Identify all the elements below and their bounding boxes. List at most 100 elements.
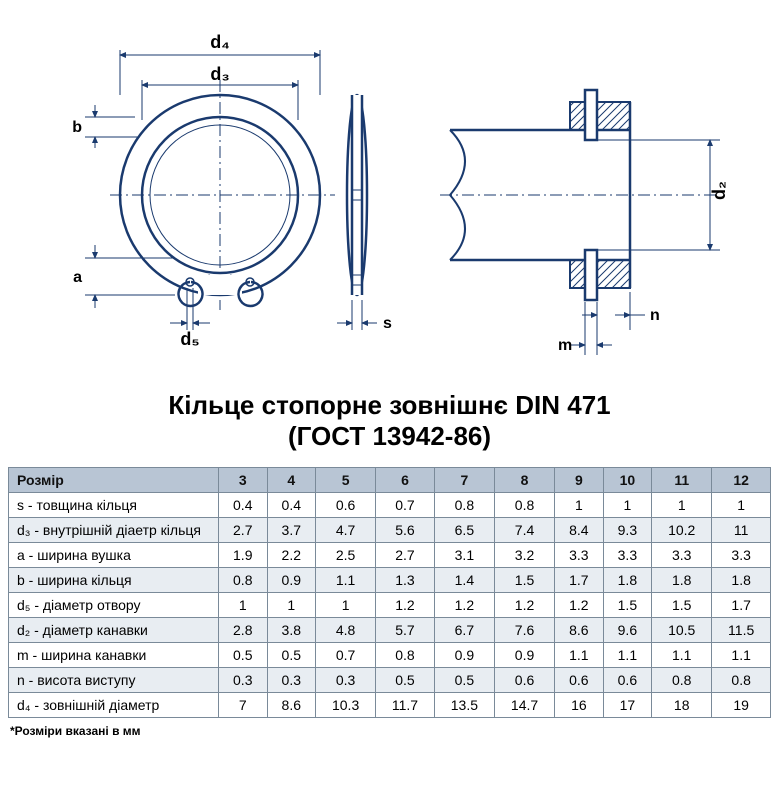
table-row-label: n - висота виступу bbox=[9, 668, 219, 693]
table-cell: 2.7 bbox=[219, 518, 268, 543]
table-cell: 0.8 bbox=[434, 493, 494, 518]
table-row: a - ширина вушка1.92.22.52.73.13.23.33.3… bbox=[9, 543, 771, 568]
table-cell: 3.3 bbox=[555, 543, 604, 568]
table-row-label: b - ширина кільця bbox=[9, 568, 219, 593]
table-cell: 0.7 bbox=[316, 643, 376, 668]
table-cell: 9.6 bbox=[603, 618, 652, 643]
table-cell: 4.7 bbox=[316, 518, 376, 543]
table-row-label: d₅ - діаметр отвору bbox=[9, 593, 219, 618]
table-cell: 11.5 bbox=[712, 618, 771, 643]
table-cell: 16 bbox=[555, 693, 604, 718]
title-line1: Кільце стопорне зовнішнє DIN 471 bbox=[20, 390, 759, 421]
table-cell: 0.3 bbox=[316, 668, 376, 693]
table-cell: 8.4 bbox=[555, 518, 604, 543]
table-cell: 0.6 bbox=[316, 493, 376, 518]
table-cell: 0.9 bbox=[434, 643, 494, 668]
table-cell: 1 bbox=[267, 593, 316, 618]
table-header-cell: 11 bbox=[652, 468, 712, 493]
table-row: d₃ - внутрішній діаетр кільця2.73.74.75.… bbox=[9, 518, 771, 543]
table-cell: 4.8 bbox=[316, 618, 376, 643]
table-cell: 1.2 bbox=[555, 593, 604, 618]
table-cell: 0.7 bbox=[376, 493, 435, 518]
table-cell: 1.1 bbox=[555, 643, 604, 668]
table-cell: 0.6 bbox=[603, 668, 652, 693]
table-row-label: d₃ - внутрішній діаетр кільця bbox=[9, 518, 219, 543]
table-cell: 10.5 bbox=[652, 618, 712, 643]
table-cell: 6.7 bbox=[434, 618, 494, 643]
table-header-cell: 4 bbox=[267, 468, 316, 493]
table-cell: 8.6 bbox=[555, 618, 604, 643]
table-cell: 0.5 bbox=[219, 643, 268, 668]
technical-drawing: d₄ d₃ b a d₅ bbox=[0, 0, 779, 380]
table-cell: 0.8 bbox=[376, 643, 435, 668]
dim-a-label: a bbox=[73, 269, 82, 286]
footnote: *Розміри вказані в мм bbox=[0, 718, 779, 738]
dim-b-label: b bbox=[72, 119, 82, 136]
table-row-label: d₄ - зовнішній діаметр bbox=[9, 693, 219, 718]
table-cell: 0.8 bbox=[494, 493, 554, 518]
table-cell: 1.1 bbox=[712, 643, 771, 668]
dim-m-label: m bbox=[558, 337, 572, 354]
title-line2: (ГОСТ 13942-86) bbox=[20, 421, 759, 452]
table-cell: 1.3 bbox=[376, 568, 435, 593]
table-cell: 0.4 bbox=[219, 493, 268, 518]
table-cell: 1 bbox=[316, 593, 376, 618]
table-cell: 0.8 bbox=[219, 568, 268, 593]
table-cell: 0.6 bbox=[494, 668, 554, 693]
table-header-cell: 7 bbox=[434, 468, 494, 493]
table-cell: 13.5 bbox=[434, 693, 494, 718]
table-cell: 1.8 bbox=[603, 568, 652, 593]
table-cell: 9.3 bbox=[603, 518, 652, 543]
table-cell: 0.5 bbox=[267, 643, 316, 668]
table-cell: 1.2 bbox=[376, 593, 435, 618]
table-header-cell: 8 bbox=[494, 468, 554, 493]
table-cell: 0.6 bbox=[555, 668, 604, 693]
table-cell: 1.5 bbox=[494, 568, 554, 593]
table-cell: 3.1 bbox=[434, 543, 494, 568]
table-cell: 1 bbox=[603, 493, 652, 518]
table-cell: 10.3 bbox=[316, 693, 376, 718]
dim-s-label: s bbox=[383, 315, 392, 332]
table-cell: 0.9 bbox=[267, 568, 316, 593]
table-cell: 8.6 bbox=[267, 693, 316, 718]
table-cell: 1.1 bbox=[652, 643, 712, 668]
table-row-label: m - ширина канавки bbox=[9, 643, 219, 668]
table-cell: 3.7 bbox=[267, 518, 316, 543]
table-cell: 1.5 bbox=[603, 593, 652, 618]
table-cell: 10.2 bbox=[652, 518, 712, 543]
page-title: Кільце стопорне зовнішнє DIN 471 (ГОСТ 1… bbox=[0, 380, 779, 467]
table-row: s - товщина кільця0.40.40.60.70.80.81111 bbox=[9, 493, 771, 518]
table-header-cell: 5 bbox=[316, 468, 376, 493]
table-header-label: Розмір bbox=[9, 468, 219, 493]
table-cell: 2.8 bbox=[219, 618, 268, 643]
table-cell: 1 bbox=[219, 593, 268, 618]
dim-n-label: n bbox=[650, 307, 660, 324]
table-cell: 1.9 bbox=[219, 543, 268, 568]
table-cell: 1.1 bbox=[603, 643, 652, 668]
table-header-cell: 3 bbox=[219, 468, 268, 493]
table-cell: 19 bbox=[712, 693, 771, 718]
table-cell: 1.4 bbox=[434, 568, 494, 593]
table-cell: 11 bbox=[712, 518, 771, 543]
table-row: m - ширина канавки0.50.50.70.80.90.91.11… bbox=[9, 643, 771, 668]
table-cell: 0.3 bbox=[219, 668, 268, 693]
table-row: d₂ - діаметр канавки2.83.84.85.76.77.68.… bbox=[9, 618, 771, 643]
table-row: n - висота виступу0.30.30.30.50.50.60.60… bbox=[9, 668, 771, 693]
table-cell: 2.7 bbox=[376, 543, 435, 568]
table-cell: 1.5 bbox=[652, 593, 712, 618]
dim-d3-label: d₃ bbox=[210, 64, 229, 84]
table-cell: 3.2 bbox=[494, 543, 554, 568]
table-row-label: s - товщина кільця bbox=[9, 493, 219, 518]
table-cell: 14.7 bbox=[494, 693, 554, 718]
table-cell: 11.7 bbox=[376, 693, 435, 718]
table-cell: 1 bbox=[712, 493, 771, 518]
table-cell: 7.6 bbox=[494, 618, 554, 643]
table-cell: 3.8 bbox=[267, 618, 316, 643]
table-header-cell: 6 bbox=[376, 468, 435, 493]
dimensions-table: Розмір3456789101112 s - товщина кільця0.… bbox=[8, 467, 771, 718]
table-cell: 2.2 bbox=[267, 543, 316, 568]
table-cell: 3.3 bbox=[712, 543, 771, 568]
table-cell: 1.2 bbox=[494, 593, 554, 618]
table-cell: 17 bbox=[603, 693, 652, 718]
table-cell: 1 bbox=[652, 493, 712, 518]
